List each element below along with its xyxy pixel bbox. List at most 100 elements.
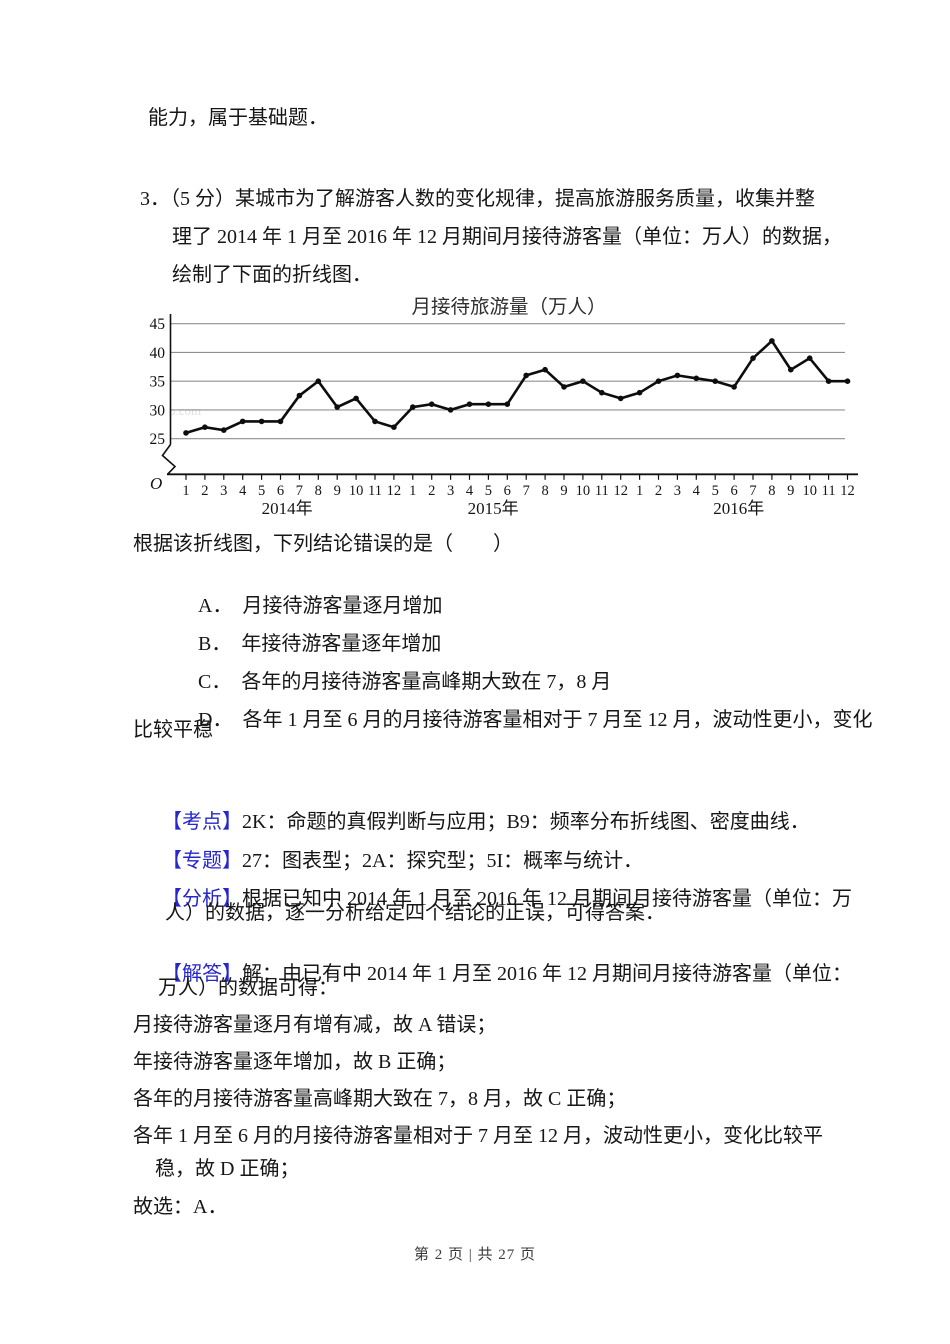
month-label: 9 [787,483,794,499]
data-point [239,418,246,425]
solution-line-d: 各年 1 月至 6 月的月接待游客量相对于 7 月至 12 月，波动性更小，变化… [133,1125,823,1147]
option-a-text: 月接待游客量逐月增加 [242,595,443,617]
question-line-1: 3．（5 分）某城市为了解游客人数的变化规律，提高旅游服务质量，收集并整 [140,188,815,210]
month-label: 3 [674,483,681,499]
data-point [674,372,681,379]
data-point [296,392,303,399]
data-point [712,378,718,384]
page-footer: 第 2 页 | 共 27 页 [413,1247,536,1263]
data-point [391,424,397,430]
chart-title: 月接待旅游量（万人） [411,297,606,318]
month-label: 9 [560,483,567,499]
question-line-2: 理了 2014 年 1 月至 2016 年 12 月期间月接待游客量（单位：万人… [172,226,842,248]
carryover-text: 能力，属于基础题． [148,107,328,129]
year-label: 2014年 [262,499,313,518]
option-b-label: B． [198,633,232,655]
data-point [750,355,756,361]
data-point [788,366,794,373]
watermark: o.com [169,403,201,418]
month-label: 4 [239,483,247,499]
data-point [353,395,359,402]
data-point [485,401,492,407]
data-point [731,384,737,390]
jieda-text-1: 解：由已有中 2014 年 1 月至 2016 年 12 月期间月接待游客量（单… [242,963,852,985]
option-b: B． 年接待游客量逐年增加 [178,608,441,680]
month-label: 8 [541,483,548,499]
data-point [599,389,605,396]
data-point [844,378,851,384]
origin-label: O [150,474,162,493]
kaodian-line: 【考点】2K：命题的真假判断与应用；B9：频率分布折线图、密度曲线． [142,786,810,858]
month-label: 9 [334,483,341,499]
data-point [504,401,511,407]
option-d-continuation: 比较平稳 [133,719,213,741]
year-label: 2015年 [468,499,519,518]
kaodian-text: 2K：命题的真假判断与应用；B9：频率分布折线图、密度曲线． [242,811,810,833]
answer-line: 故选：A． [133,1196,228,1218]
jieda-continuation: 万人）的数据可得： [158,977,338,999]
data-point [410,404,416,410]
option-d-label: D． [198,709,233,731]
data-point [806,355,813,361]
month-label: 11 [595,483,609,499]
month-label: 8 [315,483,322,499]
month-label: 1 [409,483,416,499]
month-label: 3 [447,483,454,499]
y-tick-label: 30 [150,402,166,419]
data-point [561,384,567,390]
data-point [693,375,700,382]
zhuanti-text: 27：图表型；2A：探究型；5I：概率与统计． [242,850,644,872]
zhuanti-line: 【专题】27：图表型；2A：探究型；5I：概率与统计． [142,825,643,897]
fenxi-text-1: 根据已知中 2014 年 1 月至 2016 年 12 月期间月接待游客量（单位… [242,888,852,910]
solution-line-c: 各年的月接待游客量高峰期大致在 7，8 月，故 C 正确； [133,1088,627,1110]
month-label: 11 [822,483,836,499]
data-point [825,378,832,384]
month-label: 11 [368,483,382,499]
fenxi-continuation: 人）的数据，逐一分析给定四个结论的正误，可得答案． [165,902,665,924]
jieda-label: 【解答】 [162,963,242,985]
month-label: 5 [712,483,719,499]
data-point [221,427,227,433]
data-point [202,424,208,430]
solution-line-b: 年接待游客量逐年增加，故 B 正确； [133,1051,457,1073]
month-label: 2 [428,483,435,499]
option-d-text: 各年 1 月至 6 月的月接待游客量相对于 7 月至 12 月，波动性更小，变化 [242,709,873,731]
month-label: 1 [636,483,643,499]
month-label: 10 [576,483,591,499]
data-point [315,378,322,384]
data-point [523,372,529,379]
data-point [277,418,284,425]
question-stem: 根据该折线图，下列结论错误的是（ ） [133,533,513,555]
month-label: 3 [220,483,227,499]
question-line-3: 绘制了下面的折线图． [172,264,372,286]
data-point [769,338,775,344]
y-tick-label: 25 [150,431,166,448]
month-label: 8 [768,483,775,499]
data-point [447,407,454,413]
month-label: 1 [182,483,189,499]
fenxi-line: 【分析】根据已知中 2014 年 1 月至 2016 年 12 月期间月接待游客… [142,863,852,935]
month-label: 12 [387,483,402,499]
month-label: 5 [258,483,265,499]
data-line [185,338,848,435]
data-point [334,404,340,410]
data-point [655,378,662,384]
month-label: 6 [730,483,737,499]
year-label: 2016年 [713,499,764,518]
month-label: 10 [349,483,364,499]
option-c-label: C． [198,671,232,693]
month-label: 4 [466,483,474,499]
kaodian-label: 【考点】 [162,811,242,833]
y-tick-label: 35 [150,374,166,391]
month-label: 7 [749,483,756,499]
data-point [372,418,378,425]
data-point [428,401,435,407]
y-tick-label: 40 [150,345,166,362]
option-a: A． 月接待游客量逐月增加 [178,570,442,642]
option-b-text: 年接待游客量逐年增加 [241,633,442,655]
data-point [183,430,189,436]
data-point [580,378,586,384]
month-label: 7 [523,483,530,499]
month-label: 6 [504,483,511,499]
month-label: 2 [201,483,208,499]
